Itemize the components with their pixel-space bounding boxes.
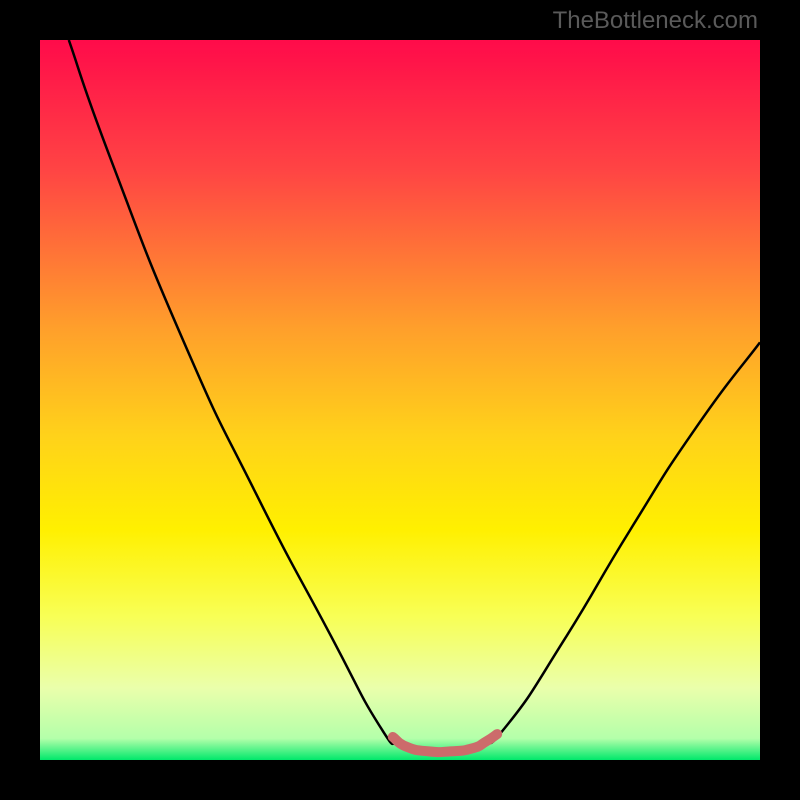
- chart-svg: TheBottleneck.com: [0, 0, 800, 800]
- plot-background: [40, 40, 760, 760]
- watermark-label: TheBottleneck.com: [553, 7, 758, 34]
- bottleneck-chart: TheBottleneck.com: [0, 0, 800, 800]
